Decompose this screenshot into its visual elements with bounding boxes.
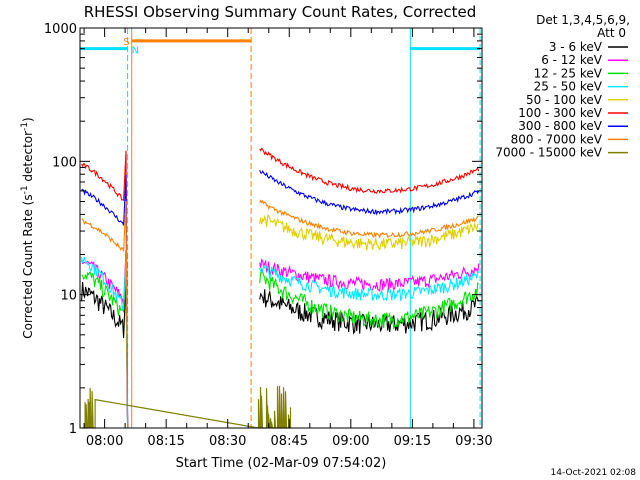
legend-header-2: Att 0 — [597, 26, 626, 40]
y-tick-label: 100 — [52, 155, 77, 170]
y-tick-label: 1000 — [44, 22, 77, 37]
x-tick-label: 09:00 — [332, 434, 369, 449]
plot-area: SN — [79, 28, 481, 429]
y-axis-label-main: Corrected Count Rate (s — [21, 194, 35, 338]
legend-item-label: 7000 - 15000 keV — [495, 146, 602, 160]
legend-item-label: 12 - 25 keV — [534, 66, 603, 80]
legend-item-label: 3 - 6 keV — [549, 40, 603, 54]
series-line — [81, 250, 480, 429]
y-axis-label-exp1: -1 — [20, 185, 30, 194]
y-tick-label: 1 — [69, 422, 77, 437]
plot-frame — [79, 27, 483, 429]
timestamp: 14-Oct-2021 02:08 — [551, 468, 637, 478]
series-line — [81, 147, 480, 429]
series-line — [81, 199, 480, 429]
legend-item-label: 25 - 50 keV — [534, 80, 603, 94]
series-line — [259, 213, 479, 251]
night-flag-label: N — [132, 46, 139, 57]
series-line — [81, 264, 479, 429]
x-tick-label: 09:30 — [455, 434, 492, 449]
x-tick-label: 08:30 — [209, 434, 246, 449]
legend-item-label: 100 - 300 keV — [518, 106, 602, 120]
y-axis-label-end: ) — [21, 117, 35, 122]
y-axis-label: Corrected Count Rate (s-1 detector-1) — [20, 117, 35, 338]
legend-item-label: 800 - 7000 keV — [511, 132, 603, 146]
legend-header-1: Det 1,3,4,5,6,9, — [536, 13, 630, 27]
x-axis-label: Start Time (02-Mar-09 07:54:02) — [176, 456, 387, 471]
series-line — [81, 278, 480, 429]
series-line — [81, 170, 480, 429]
chart-title: RHESSI Observing Summary Count Rates, Co… — [84, 3, 477, 21]
y-axis-label-mid: detector — [21, 131, 35, 186]
x-tick-label: 09:15 — [394, 434, 431, 449]
saa-flag-label: S — [123, 37, 129, 48]
series-line — [82, 385, 292, 429]
x-tick-label: 08:00 — [86, 434, 123, 449]
y-tick-label: 10 — [60, 289, 77, 304]
x-axis: 08:00 08:15 08:30 08:45 09:00 09:15 09:30 — [83, 28, 493, 449]
legend-item-label: 6 - 12 keV — [541, 53, 603, 67]
legend-item-label: 50 - 100 keV — [526, 93, 603, 107]
x-tick-label: 08:45 — [271, 434, 308, 449]
y-axis-label-exp2: -1 — [20, 122, 30, 131]
y-axis: 1 10 100 1000 — [44, 22, 482, 437]
series-line — [81, 256, 480, 429]
x-tick-label: 08:15 — [147, 434, 184, 449]
legend-item-label: 300 - 800 keV — [518, 119, 602, 133]
